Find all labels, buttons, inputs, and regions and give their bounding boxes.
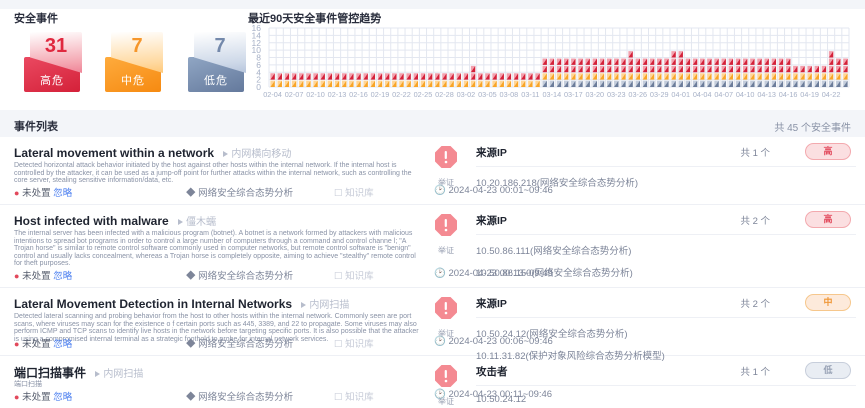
svg-text:16: 16 — [252, 23, 262, 33]
svg-text:03-02: 03-02 — [457, 90, 476, 99]
svg-text:03-08: 03-08 — [500, 90, 519, 99]
svg-text:03-20: 03-20 — [585, 90, 604, 99]
svg-text:02-25: 02-25 — [414, 90, 433, 99]
svg-text:03-14: 03-14 — [543, 90, 562, 99]
svg-text:02-16: 02-16 — [349, 90, 368, 99]
svg-text:04-13: 04-13 — [757, 90, 776, 99]
svg-text:04-01: 04-01 — [671, 90, 690, 99]
svg-text:03-29: 03-29 — [650, 90, 669, 99]
svg-text:02-22: 02-22 — [392, 90, 411, 99]
svg-text:02-04: 02-04 — [263, 90, 282, 99]
svg-text:02-13: 02-13 — [328, 90, 347, 99]
svg-text:03-05: 03-05 — [478, 90, 497, 99]
svg-text:02-07: 02-07 — [285, 90, 304, 99]
svg-text:03-23: 03-23 — [607, 90, 626, 99]
svg-text:02-10: 02-10 — [306, 90, 325, 99]
svg-text:02-28: 02-28 — [435, 90, 454, 99]
svg-text:04-19: 04-19 — [800, 90, 819, 99]
svg-text:04-16: 04-16 — [779, 90, 798, 99]
svg-text:04-10: 04-10 — [736, 90, 755, 99]
svg-text:03-26: 03-26 — [628, 90, 647, 99]
svg-text:04-04: 04-04 — [693, 90, 712, 99]
svg-text:02-19: 02-19 — [371, 90, 390, 99]
svg-text:04-07: 04-07 — [714, 90, 733, 99]
svg-text:03-17: 03-17 — [564, 90, 583, 99]
svg-text:03-11: 03-11 — [521, 90, 539, 99]
svg-text:04-22: 04-22 — [822, 90, 841, 99]
